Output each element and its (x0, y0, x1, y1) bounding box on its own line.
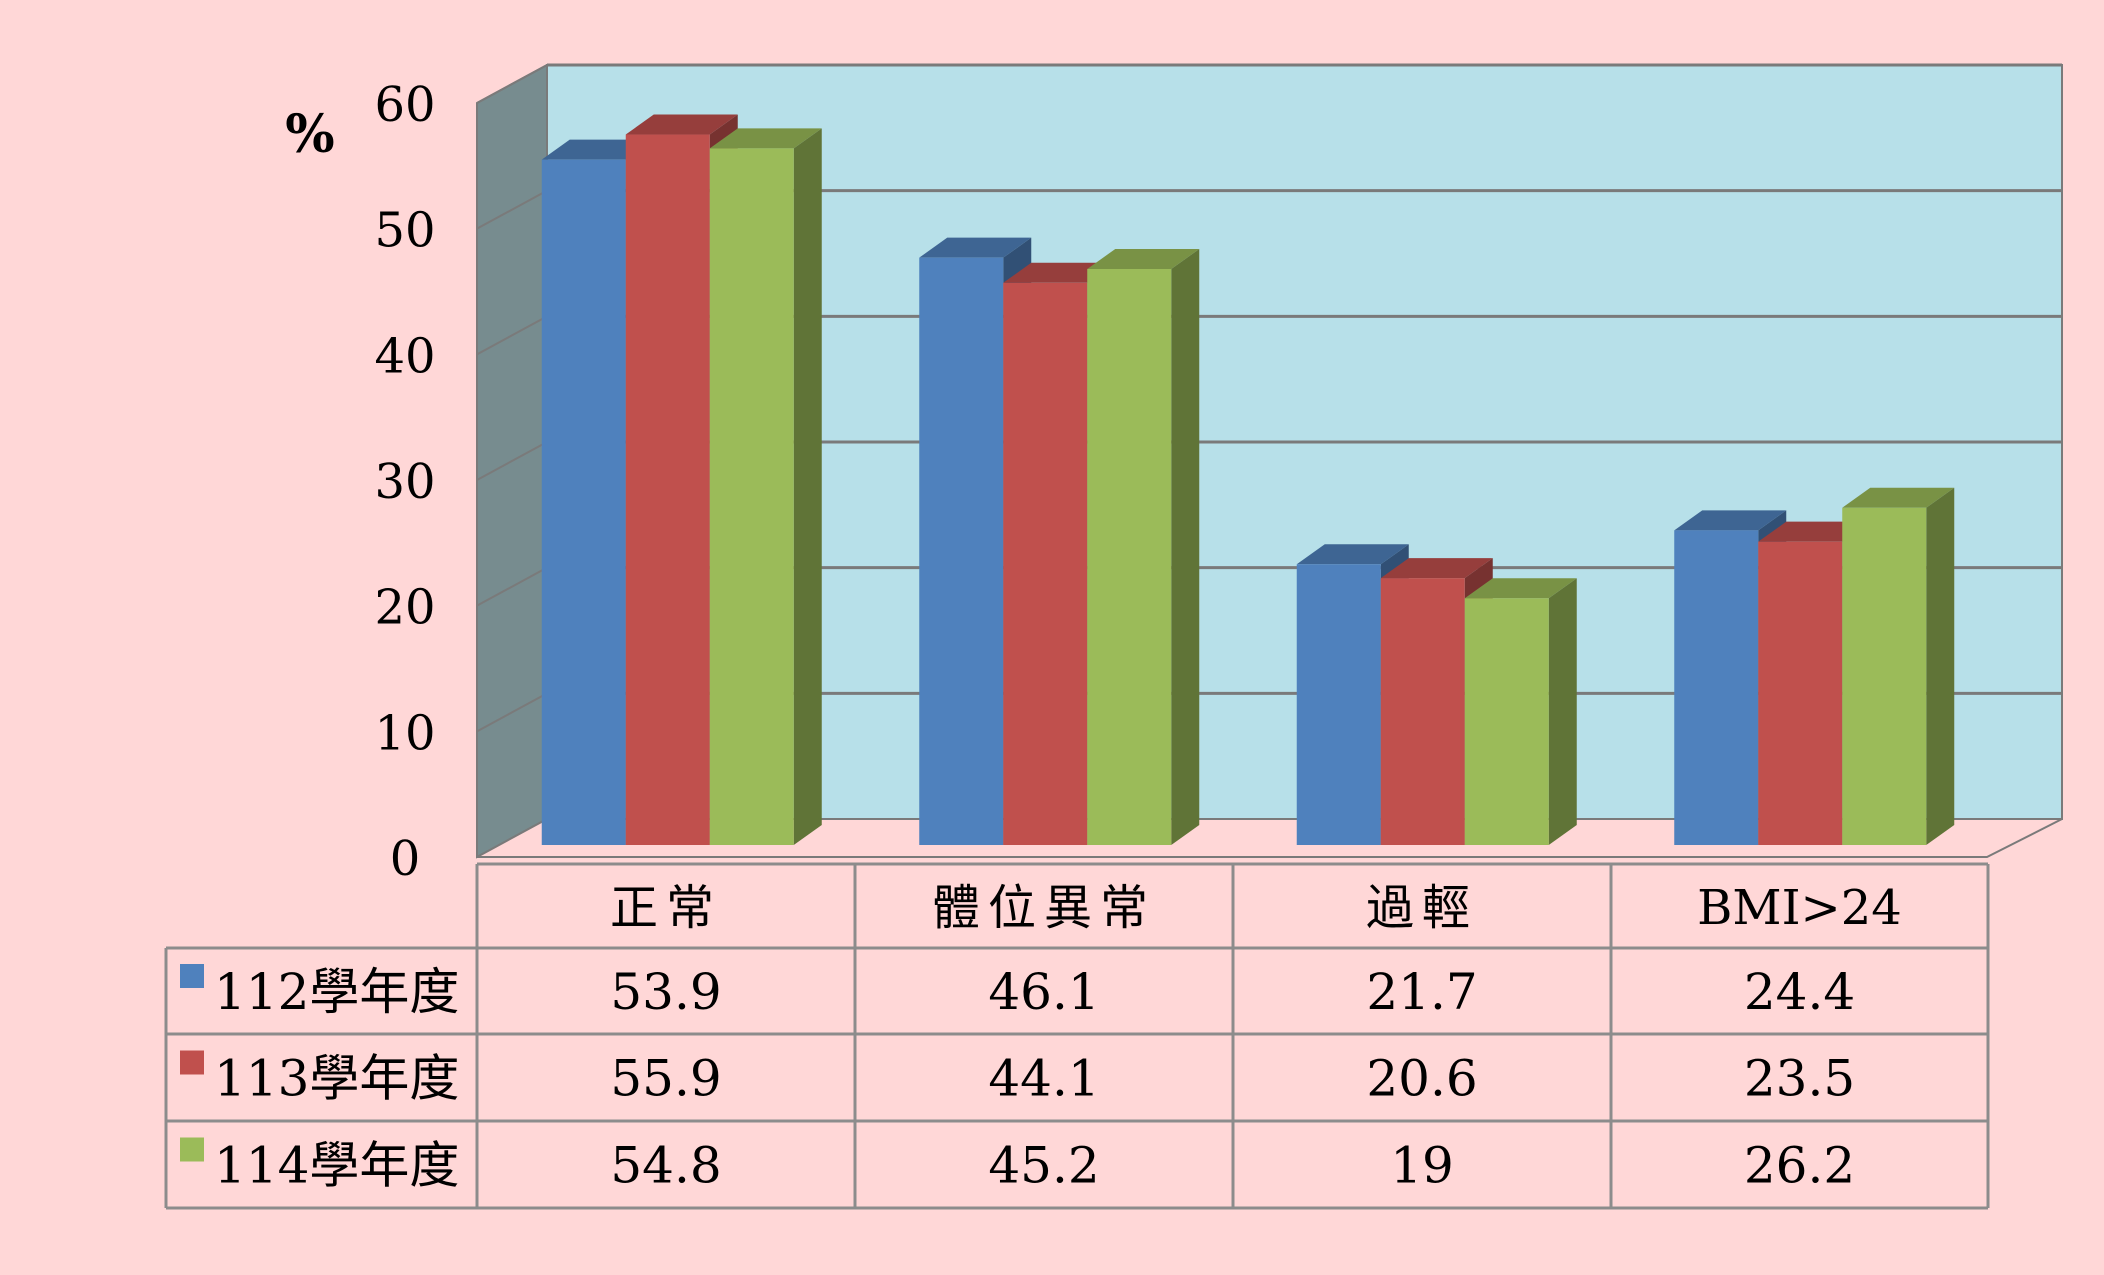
bars (541, 114, 1955, 846)
gridline-side (476, 315, 548, 356)
bar-3-series-3 (1464, 578, 1577, 845)
category-label: 正常 (610, 880, 722, 936)
y-tick-label: 60 (374, 77, 435, 133)
table-cell: 54.8 (610, 1137, 721, 1195)
table-cell: 44.1 (988, 1050, 1099, 1108)
bar-top (1842, 487, 1955, 508)
legend-label: 113學年度 (214, 1050, 459, 1108)
bar (625, 134, 710, 846)
table-cell: 20.6 (1366, 1050, 1477, 1108)
y-axis: % 0 10 20 30 40 50 60 (285, 77, 435, 887)
gridline-side (476, 566, 548, 607)
legend-swatch (180, 1050, 204, 1075)
table-cell: 21.7 (1366, 963, 1477, 1021)
y-unit-label: % (285, 104, 334, 165)
bar (1296, 564, 1381, 845)
table-cell: 45.2 (988, 1137, 1099, 1195)
table-cell: 53.9 (610, 963, 721, 1021)
bar-top (709, 128, 822, 149)
y-tick-label: 40 (374, 328, 435, 384)
y-tick-label: 50 (374, 203, 435, 259)
bar (1758, 541, 1843, 845)
bar (1842, 507, 1927, 845)
bar-4-series-3 (1842, 487, 1955, 845)
legend-label: 112學年度 (214, 963, 459, 1021)
bar-top (1380, 558, 1493, 579)
bar-side (1926, 487, 1955, 845)
bar-top (1674, 510, 1787, 531)
floor (476, 818, 2063, 858)
bar (1464, 598, 1549, 845)
bar-1-series-3 (709, 128, 822, 845)
gridline-side (476, 189, 548, 230)
bar-top (625, 114, 738, 135)
table-cell: 46.1 (988, 963, 1099, 1021)
table-cell: 24.4 (1744, 963, 1855, 1021)
bar-top (1464, 578, 1577, 599)
bar (709, 148, 794, 845)
bar-top (1087, 248, 1200, 269)
category-label: BMI>24 (1697, 880, 1902, 936)
y-tick-label: 0 (390, 831, 421, 887)
bar-side (1171, 248, 1200, 845)
gridline-side (476, 441, 548, 481)
bar-side (1548, 578, 1577, 845)
y-tick-label: 10 (374, 705, 435, 761)
bar-side (793, 128, 822, 845)
gridline-side (476, 64, 548, 104)
bar-top (919, 237, 1032, 258)
bar (1003, 282, 1088, 845)
data-table: 正常 體位異常 過輕 BMI>24 112學年度 53.9 46.1 21.7 24.4 113學… (164, 862, 1990, 1210)
bar (1674, 530, 1759, 845)
table-cell: 55.9 (610, 1050, 721, 1108)
category-label: 過輕 (1366, 880, 1478, 936)
gridline-side (476, 692, 548, 733)
bar (1087, 268, 1172, 845)
table-cell: 26.2 (1744, 1137, 1855, 1195)
table-cell: 19 (1390, 1137, 1454, 1195)
bar-2-series-3 (1087, 248, 1200, 845)
bar (919, 257, 1004, 846)
legend-swatch (180, 964, 204, 988)
table-cell: 23.5 (1744, 1050, 1855, 1108)
category-label: 體位異常 (932, 880, 1156, 936)
bar (541, 159, 626, 845)
y-tick-label: 30 (374, 454, 435, 510)
bar (1380, 578, 1465, 845)
y-tick-label: 20 (374, 580, 435, 636)
legend-label: 114學年度 (214, 1137, 459, 1195)
bar-top (1296, 544, 1409, 565)
legend-swatch (180, 1137, 204, 1162)
